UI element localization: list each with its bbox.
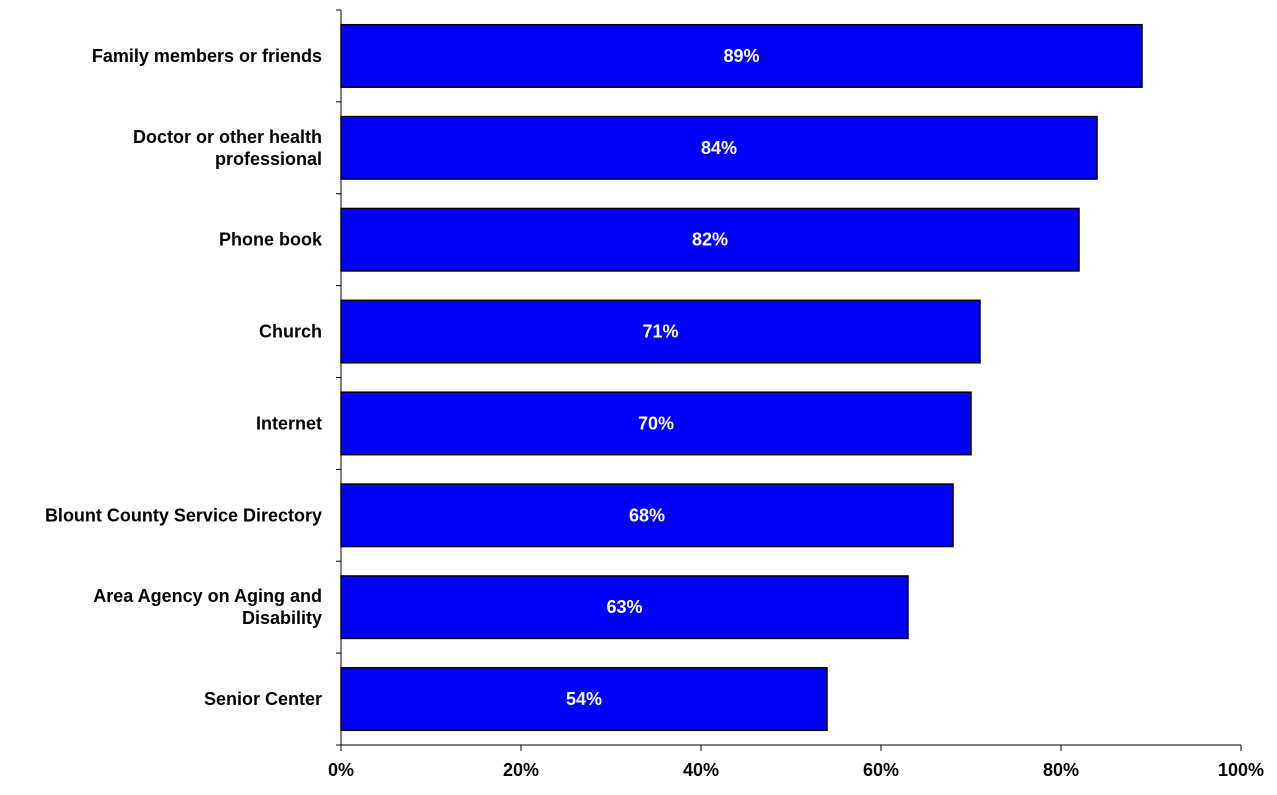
data-label-8: 54%	[566, 689, 602, 709]
data-label-3: 82%	[692, 230, 728, 250]
x-tick-label-5: 80%	[1043, 760, 1079, 780]
x-tick-label-2: 20%	[503, 760, 539, 780]
data-label-7: 63%	[606, 597, 642, 617]
x-axis-group: 0% 20% 40% 60% 80% 100%	[328, 745, 1264, 780]
bars-group: 89% 84% 82% 71% 70% 68% 63% 54%	[341, 25, 1142, 731]
category-label-2: Doctor or other health professional	[133, 127, 322, 169]
category-label-3: Phone book	[219, 230, 323, 250]
x-tick-label-6: 100%	[1218, 760, 1264, 780]
category-label-5: Internet	[256, 413, 322, 433]
data-label-6: 68%	[629, 505, 665, 525]
x-tick-label-3: 40%	[683, 760, 719, 780]
category-labels-group: Family members or friends Doctor or other…	[45, 10, 341, 745]
category-label-8: Senior Center	[204, 689, 322, 709]
x-tick-label-1: 0%	[328, 760, 354, 780]
x-tick-label-4: 60%	[863, 760, 899, 780]
data-label-5: 70%	[638, 413, 674, 433]
category-label-1: Family members or friends	[92, 46, 322, 66]
category-label-4: Church	[259, 322, 322, 342]
category-label-7: Area Agency on Aging and Disability	[93, 586, 322, 628]
data-label-1: 89%	[723, 46, 759, 66]
data-label-4: 71%	[642, 322, 678, 342]
data-label-2: 84%	[701, 138, 737, 158]
category-label-6: Blount County Service Directory	[45, 505, 322, 525]
